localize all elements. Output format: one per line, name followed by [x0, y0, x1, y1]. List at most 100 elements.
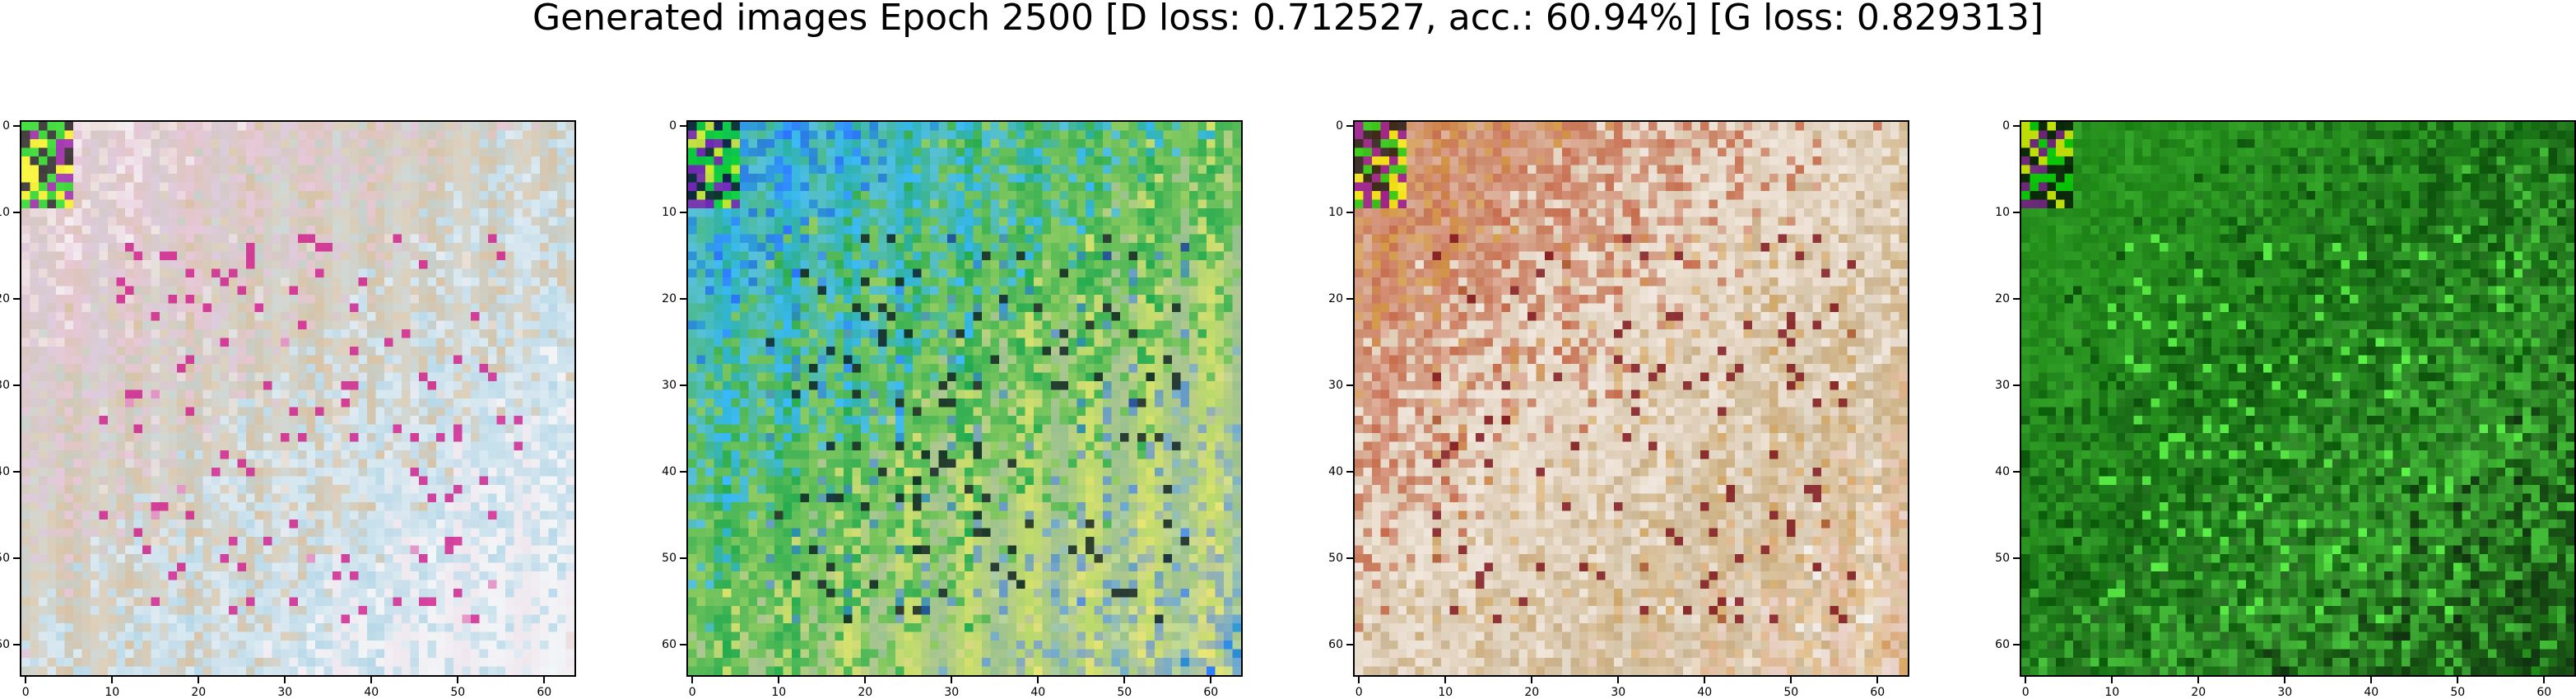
image-pixel: [427, 329, 437, 338]
image-pixel: [531, 217, 541, 226]
image-pixel: [229, 165, 238, 175]
image-pixel: [393, 493, 402, 503]
image-pixel: [1076, 130, 1086, 140]
image-pixel: [419, 199, 428, 209]
image-pixel: [56, 251, 65, 261]
image-pixel: [930, 208, 939, 217]
image-pixel: [202, 631, 212, 641]
image-pixel: [91, 303, 100, 313]
image-pixel: [402, 156, 411, 165]
image-pixel: [878, 130, 887, 140]
image-pixel: [202, 147, 212, 157]
image-pixel: [557, 251, 566, 261]
image-pixel: [523, 165, 532, 175]
image-pixel: [419, 312, 428, 321]
image-pixel: [565, 234, 574, 244]
image-pixel: [895, 156, 904, 165]
image-pixel: [427, 165, 437, 175]
image-pixel: [108, 389, 117, 399]
image-pixel: [557, 441, 566, 451]
image-pixel: [99, 476, 109, 486]
image-pixel: [30, 510, 40, 520]
image-pixel: [323, 191, 333, 200]
image-pixel: [402, 130, 411, 140]
image-pixel: [160, 459, 169, 468]
image-pixel: [531, 226, 541, 235]
image-pixel: [73, 398, 82, 408]
image-pixel: [133, 468, 143, 477]
image-pixel: [956, 199, 965, 209]
image-pixel: [151, 623, 160, 632]
image-pixel: [350, 295, 359, 304]
image-pixel: [453, 614, 463, 624]
image-pixel: [237, 433, 247, 442]
image-pixel: [289, 424, 299, 434]
image-pixel: [91, 476, 100, 486]
image-pixel: [160, 468, 169, 477]
image-pixel: [990, 217, 1000, 226]
image-pixel: [904, 122, 914, 131]
image-pixel: [436, 191, 445, 200]
image-pixel: [531, 147, 541, 157]
image-pixel: [540, 182, 549, 192]
image-pixel: [229, 450, 238, 459]
image-pixel: [133, 398, 143, 408]
image-pixel: [523, 347, 532, 356]
image-pixel: [272, 182, 281, 192]
image-pixel: [410, 277, 420, 287]
image-pixel: [565, 485, 574, 494]
image-pixel: [272, 562, 281, 572]
y-tick-label: 10: [0, 206, 10, 220]
image-pixel: [237, 416, 247, 425]
image-pixel: [540, 130, 549, 140]
image-pixel: [488, 312, 497, 321]
image-pixel: [168, 528, 178, 538]
image-pixel: [91, 277, 100, 287]
image-pixel: [272, 416, 281, 425]
image-pixel: [212, 416, 221, 425]
image-pixel: [835, 147, 844, 157]
image-pixel: [505, 191, 514, 200]
image-pixel: [263, 631, 272, 641]
image-pixel: [548, 122, 558, 131]
image-pixel: [133, 268, 143, 278]
image-pixel: [800, 165, 810, 175]
image-pixel: [375, 174, 385, 183]
image-pixel: [341, 571, 351, 580]
image-pixel: [999, 208, 1008, 217]
image-pixel: [220, 485, 230, 494]
image-pixel: [402, 476, 411, 486]
image-pixel: [453, 407, 463, 417]
image-pixel: [757, 208, 766, 217]
image-pixel: [774, 130, 783, 140]
image-pixel: [436, 476, 445, 486]
image-pixel: [108, 459, 117, 468]
image-pixel: [73, 666, 82, 675]
image-pixel: [332, 372, 342, 382]
image-pixel: [402, 545, 411, 555]
image-pixel: [1197, 182, 1207, 192]
image-pixel: [410, 226, 420, 235]
image-pixel: [402, 191, 411, 200]
image-pixel: [151, 364, 160, 373]
image-pixel: [125, 528, 134, 538]
image-pixel: [202, 649, 212, 659]
image-pixel: [30, 208, 40, 217]
image-pixel: [177, 459, 186, 468]
image-pixel: [479, 312, 489, 321]
image-pixel: [323, 268, 333, 278]
image-pixel: [479, 589, 489, 598]
image-pixel: [548, 537, 558, 546]
image-pixel: [254, 147, 264, 157]
image-pixel: [91, 260, 100, 269]
image-pixel: [982, 226, 991, 235]
image-pixel: [402, 407, 411, 417]
image-pixel: [410, 130, 420, 140]
image-pixel: [402, 355, 411, 365]
y-tick-mark: [13, 298, 20, 301]
image-pixel: [73, 347, 82, 356]
image-pixel: [1120, 217, 1129, 226]
image-pixel: [1016, 130, 1025, 140]
image-pixel: [341, 199, 351, 209]
image-pixel: [1051, 147, 1060, 157]
